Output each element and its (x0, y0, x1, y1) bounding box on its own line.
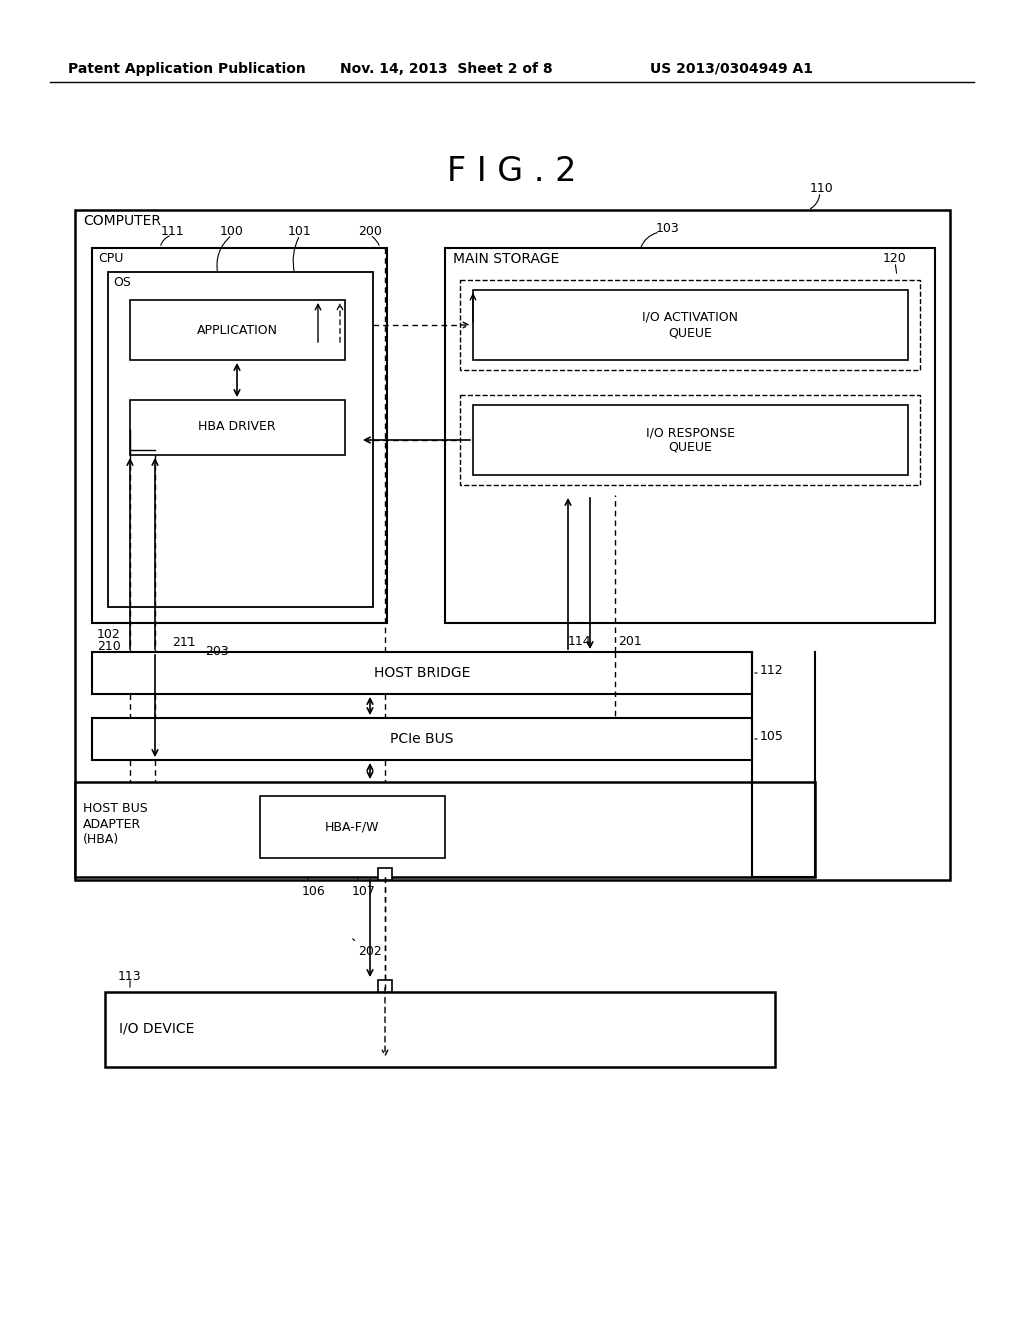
Text: 102: 102 (97, 628, 121, 642)
Text: 105: 105 (760, 730, 784, 743)
Text: 203: 203 (205, 645, 228, 657)
Text: 210: 210 (97, 640, 121, 653)
Text: 200: 200 (358, 224, 382, 238)
Bar (92, 652, 752, 694)
Bar (130, 400, 345, 455)
Text: 202: 202 (358, 945, 382, 958)
Text: MAIN STORAGE: MAIN STORAGE (453, 252, 559, 267)
Text: I/O DEVICE: I/O DEVICE (119, 1022, 195, 1036)
Text: 112: 112 (760, 664, 783, 677)
Text: US 2013/0304949 A1: US 2013/0304949 A1 (650, 62, 813, 77)
Text: I/O RESPONSE
QUEUE: I/O RESPONSE QUEUE (645, 426, 734, 454)
Text: F I G . 2: F I G . 2 (447, 154, 577, 187)
Text: PCIe BUS: PCIe BUS (390, 733, 454, 746)
Text: 101: 101 (288, 224, 312, 238)
Text: HOST BUS
ADAPTER
(HBA): HOST BUS ADAPTER (HBA) (83, 803, 147, 846)
Bar (108, 272, 373, 607)
Text: COMPUTER: COMPUTER (83, 214, 161, 228)
Bar (130, 300, 345, 360)
Text: CPU: CPU (98, 252, 123, 265)
Bar (378, 869, 392, 880)
Text: 201: 201 (618, 635, 642, 648)
Text: HBA DRIVER: HBA DRIVER (199, 421, 275, 433)
Text: 113: 113 (118, 970, 141, 983)
Bar (105, 993, 775, 1067)
Text: OS: OS (113, 276, 131, 289)
Text: 114: 114 (568, 635, 592, 648)
Bar (92, 248, 387, 623)
Text: 110: 110 (810, 182, 834, 195)
Text: APPLICATION: APPLICATION (197, 323, 278, 337)
Bar (460, 280, 920, 370)
Text: 120: 120 (883, 252, 906, 265)
Text: Nov. 14, 2013  Sheet 2 of 8: Nov. 14, 2013 Sheet 2 of 8 (340, 62, 553, 77)
Bar (260, 796, 445, 858)
Bar (92, 718, 752, 760)
Text: HOST BRIDGE: HOST BRIDGE (374, 667, 470, 680)
Bar (473, 405, 908, 475)
Text: I/O ACTIVATION
QUEUE: I/O ACTIVATION QUEUE (642, 312, 738, 339)
Bar (473, 290, 908, 360)
Bar (378, 979, 392, 993)
Bar (75, 210, 950, 880)
Text: 100: 100 (220, 224, 244, 238)
Bar (75, 781, 815, 876)
Bar (460, 395, 920, 484)
Text: 211: 211 (172, 636, 196, 649)
Text: HBA-F/W: HBA-F/W (325, 821, 379, 833)
Bar (445, 248, 935, 623)
Text: 106: 106 (302, 884, 326, 898)
Text: 103: 103 (656, 222, 680, 235)
Text: Patent Application Publication: Patent Application Publication (68, 62, 306, 77)
Text: 107: 107 (352, 884, 376, 898)
Text: 111: 111 (160, 224, 184, 238)
